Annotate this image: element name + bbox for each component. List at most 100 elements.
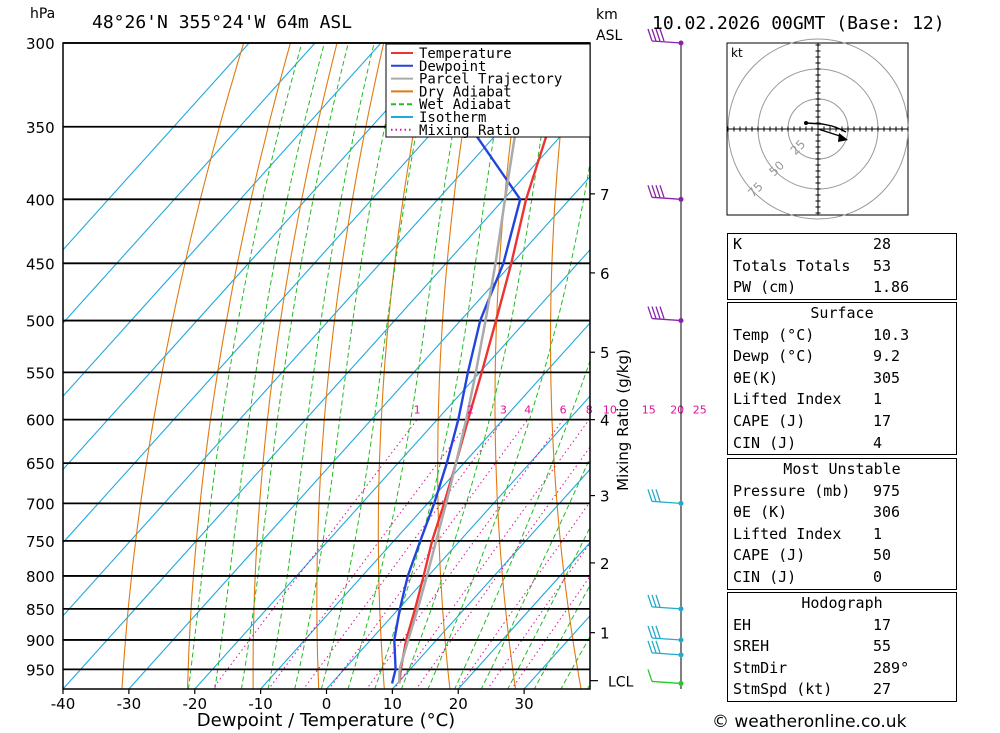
wind-barb-shaft <box>651 317 682 322</box>
stat-value: 53 <box>873 256 892 275</box>
isotherm-line <box>63 43 250 251</box>
pressure-tick-label: 350 <box>26 119 55 137</box>
mixing-ratio-line <box>456 501 590 689</box>
x-axis-title: Dewpoint / Temperature (°C) <box>197 710 455 731</box>
legend-label: Isotherm <box>419 110 486 126</box>
storm-motion-arrowhead <box>838 133 848 142</box>
most-unstable-panel: Most Unstable Pressure (mb) 975 θE (K) 306 Li… <box>727 458 957 590</box>
wind-barb-feather <box>655 28 661 42</box>
wind-barb-shaft <box>651 40 682 44</box>
isotherm-line <box>63 43 448 471</box>
wet-adiabat-line <box>507 526 590 689</box>
pressure-tick-label: 550 <box>26 364 55 382</box>
panel-title: Hodograph <box>801 594 883 612</box>
stat-value: 1 <box>873 524 883 543</box>
wind-barb-feather <box>651 640 657 654</box>
profiles <box>390 43 590 684</box>
stat-row: Dewp (°C) 9.2 <box>728 346 956 368</box>
wet-adiabat-line <box>533 584 590 689</box>
wind-barb-feather <box>651 28 657 42</box>
temperature-tick-label: -20 <box>183 695 208 713</box>
wind-barb-shaft <box>651 196 682 200</box>
pressure-tick-label: 700 <box>26 495 55 513</box>
stat-value: 305 <box>873 368 901 387</box>
dewpoint-series <box>390 43 522 684</box>
wind-barb-feather <box>651 625 657 639</box>
dry-adiabat-line <box>186 43 291 689</box>
wind-barb-shaft <box>651 680 682 685</box>
lcl-label: LCL <box>608 675 634 691</box>
stat-label: Lifted Index <box>733 390 842 409</box>
parcel-trajectory-series <box>398 43 534 684</box>
stat-row: Pressure (mb) 975 <box>728 481 956 503</box>
stat-row: θE(K) 305 <box>728 368 956 390</box>
panel-title: Most Unstable <box>783 460 901 478</box>
mixing-ratio-tick-label: 15 <box>642 404 656 417</box>
wet-adiabat-line <box>427 160 590 689</box>
wind-barbs <box>647 28 684 689</box>
stat-label: CAPE (J) <box>733 411 806 430</box>
stat-label: CAPE (J) <box>733 546 806 565</box>
dry-adiabat-line <box>549 43 582 689</box>
stat-value: 27 <box>873 680 892 699</box>
stat-value: 28 <box>873 235 892 253</box>
stat-row: EH 17 <box>728 615 956 637</box>
hodograph-start-dot <box>804 121 808 125</box>
wind-barb-shaft <box>651 637 682 641</box>
stat-row: PW (cm) 1.86 <box>728 277 956 299</box>
panel-title: Surface <box>810 304 874 322</box>
legend-label: Dry Adiabat <box>419 84 512 100</box>
mixing-ratio-tick-label: 3 <box>500 404 507 417</box>
isotherm-line <box>391 468 590 689</box>
stat-label: K <box>733 235 743 253</box>
isotherm-line <box>259 322 590 689</box>
temperature-tick-label: 10 <box>383 695 402 713</box>
wind-barb-feather <box>651 594 657 608</box>
wind-barb-feather <box>647 185 653 198</box>
legend-label: Temperature <box>419 46 512 62</box>
pressure-tick-label: 750 <box>26 533 55 551</box>
asl-label: ASL <box>596 28 622 44</box>
legend-label: Parcel Trajectory <box>419 72 562 88</box>
mixing-ratio-line <box>366 419 564 689</box>
stat-label: EH <box>733 615 752 634</box>
stat-label: θE (K) <box>733 503 788 522</box>
wind-barb-feather <box>651 489 657 502</box>
mixing-ratio-line <box>268 419 471 689</box>
pressure-tick-label: 600 <box>26 412 55 430</box>
stat-row: StmDir 289° <box>728 658 956 680</box>
dry-adiabat-line <box>377 43 431 689</box>
temperature-tick-label: 20 <box>449 695 468 713</box>
mixing-ratio-tick-label: 8 <box>586 404 593 417</box>
stat-row: Temp (°C) 10.3 <box>728 325 956 347</box>
km-tick-label: 5 <box>600 344 610 362</box>
wind-barb-feather <box>647 594 653 608</box>
wind-barb-feather <box>647 669 653 682</box>
location-title: 48°26'N 355°24'W 64m ASL <box>92 12 352 33</box>
wind-barb <box>647 594 684 612</box>
wet-adiabat-line <box>214 43 325 689</box>
pressure-tick-label: 300 <box>26 35 55 53</box>
legend-box <box>385 43 591 138</box>
stat-value: 289° <box>873 658 910 677</box>
wind-barb <box>647 489 684 506</box>
stat-value: 1.86 <box>873 278 910 297</box>
stat-label: CIN (J) <box>733 433 797 452</box>
stat-value: 306 <box>873 503 901 522</box>
wind-barb-feather <box>647 489 653 502</box>
wet-adiabat-line <box>480 456 590 689</box>
temperature-tick-label: -10 <box>248 695 273 713</box>
stat-value: 50 <box>873 546 892 565</box>
isotherm-line <box>325 395 590 689</box>
stat-value: 0 <box>873 567 883 586</box>
wind-barb-feather <box>651 306 657 319</box>
stat-label: Totals Totals <box>733 256 851 275</box>
stat-value: 55 <box>873 637 892 656</box>
wind-barb-feather <box>651 185 657 198</box>
dry-adiabat-line <box>252 43 338 689</box>
stat-value: 975 <box>873 481 901 500</box>
